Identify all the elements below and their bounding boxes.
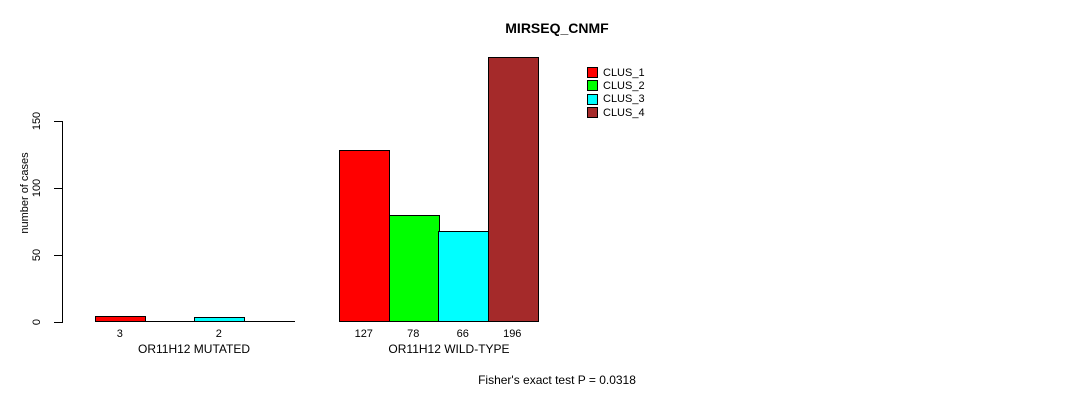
bar-clus-1 xyxy=(95,316,146,322)
group-label: OR11H12 WILD-TYPE xyxy=(388,342,510,356)
legend-item: CLUS_4 xyxy=(587,106,645,119)
bar-clus-1 xyxy=(339,150,390,322)
legend-label: CLUS_3 xyxy=(603,93,645,106)
bar-clus-4-zero xyxy=(244,321,295,322)
group-label: OR11H12 MUTATED xyxy=(137,342,251,356)
legend-label: CLUS_2 xyxy=(603,79,645,92)
legend-item: CLUS_1 xyxy=(587,66,645,79)
y-axis-tick xyxy=(54,322,62,323)
bar-value-label: 66 xyxy=(456,328,469,340)
legend-item: CLUS_3 xyxy=(587,93,645,106)
y-axis-line xyxy=(62,121,63,323)
bar-clus-4 xyxy=(488,57,539,322)
bar-value-label: 2 xyxy=(215,328,222,340)
bar-value-label: 78 xyxy=(407,328,420,340)
y-axis-tick-label: 100 xyxy=(31,178,43,198)
legend-swatch xyxy=(587,93,598,105)
legend-label: CLUS_4 xyxy=(603,106,645,119)
bar-value-label: 196 xyxy=(503,328,522,340)
y-axis-tick xyxy=(54,255,62,256)
legend-swatch xyxy=(587,80,598,92)
legend-swatch xyxy=(587,107,598,119)
y-axis-tick xyxy=(54,188,62,189)
y-axis-label: number of cases xyxy=(19,152,31,234)
y-axis-tick xyxy=(54,121,62,122)
y-axis-tick-label: 50 xyxy=(31,248,43,262)
bar-clus-3 xyxy=(438,231,489,322)
y-axis-tick-label: 0 xyxy=(31,318,43,326)
legend-swatch xyxy=(587,67,598,79)
legend: CLUS_1 CLUS_2 CLUS_3 CLUS_4 xyxy=(587,66,645,119)
bar-clus-3 xyxy=(194,317,245,322)
legend-item: CLUS_2 xyxy=(587,79,645,92)
bar-value-label: 3 xyxy=(116,328,123,340)
y-axis-tick-label: 150 xyxy=(31,111,43,131)
legend-label: CLUS_1 xyxy=(603,66,645,79)
chart-title: MIRSEQ_CNMF xyxy=(505,20,609,36)
bar-clus-2-zero xyxy=(145,321,196,322)
bar-value-label: 127 xyxy=(354,328,373,340)
fisher-test-note: Fisher's exact test P = 0.0318 xyxy=(478,373,636,387)
bar-clus-2 xyxy=(389,215,440,322)
